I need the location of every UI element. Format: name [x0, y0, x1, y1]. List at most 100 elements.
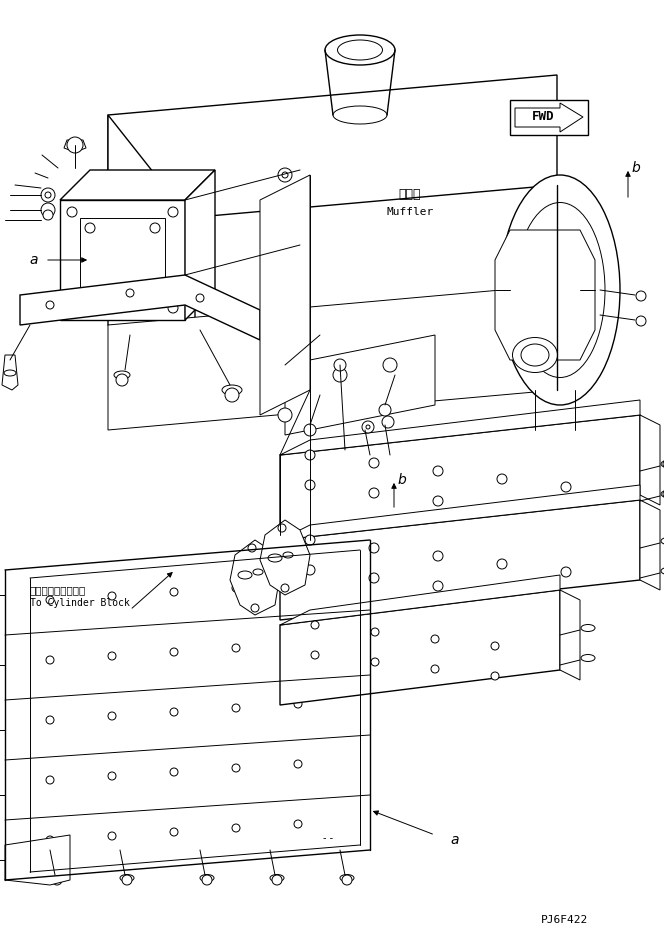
Ellipse shape — [253, 569, 263, 575]
Circle shape — [278, 168, 292, 182]
Circle shape — [46, 776, 54, 784]
Text: - -: - - — [323, 833, 333, 843]
Polygon shape — [280, 575, 560, 625]
Circle shape — [304, 424, 316, 436]
Ellipse shape — [515, 203, 605, 378]
Circle shape — [366, 425, 370, 429]
Polygon shape — [495, 230, 595, 360]
Circle shape — [497, 504, 507, 514]
Circle shape — [108, 772, 116, 780]
Circle shape — [369, 573, 379, 583]
Circle shape — [43, 210, 53, 220]
Circle shape — [67, 303, 77, 313]
Circle shape — [46, 596, 54, 604]
Circle shape — [294, 640, 302, 648]
Polygon shape — [2, 355, 18, 390]
Circle shape — [663, 459, 664, 469]
Circle shape — [294, 580, 302, 588]
Circle shape — [497, 589, 507, 599]
Circle shape — [170, 708, 178, 716]
Ellipse shape — [325, 35, 395, 65]
Circle shape — [294, 820, 302, 828]
Circle shape — [371, 658, 379, 666]
Polygon shape — [80, 218, 165, 302]
Circle shape — [196, 294, 204, 302]
Circle shape — [433, 496, 443, 506]
Polygon shape — [108, 75, 557, 225]
Ellipse shape — [500, 175, 620, 405]
Circle shape — [305, 450, 315, 460]
Circle shape — [636, 316, 646, 326]
Circle shape — [45, 192, 51, 198]
Circle shape — [202, 875, 212, 885]
Circle shape — [305, 480, 315, 490]
Circle shape — [46, 836, 54, 844]
Polygon shape — [280, 485, 640, 540]
Circle shape — [294, 700, 302, 708]
Circle shape — [305, 535, 315, 545]
Polygon shape — [60, 170, 215, 200]
Ellipse shape — [200, 874, 214, 882]
Text: a: a — [450, 833, 459, 847]
Ellipse shape — [337, 40, 382, 60]
Ellipse shape — [120, 874, 134, 882]
Circle shape — [52, 875, 62, 885]
Circle shape — [636, 291, 646, 301]
Polygon shape — [108, 285, 557, 430]
Circle shape — [170, 588, 178, 596]
Polygon shape — [230, 540, 280, 615]
Circle shape — [369, 543, 379, 553]
Circle shape — [334, 359, 346, 371]
Circle shape — [170, 768, 178, 776]
Circle shape — [305, 565, 315, 575]
Polygon shape — [640, 415, 660, 505]
Circle shape — [116, 374, 128, 386]
Polygon shape — [640, 500, 660, 590]
Circle shape — [122, 875, 132, 885]
Ellipse shape — [661, 491, 664, 497]
Circle shape — [248, 544, 256, 552]
Ellipse shape — [513, 337, 558, 372]
Ellipse shape — [340, 874, 354, 882]
Circle shape — [46, 656, 54, 664]
Circle shape — [561, 567, 571, 577]
Circle shape — [150, 287, 160, 297]
Circle shape — [383, 358, 397, 372]
Circle shape — [225, 388, 239, 402]
Ellipse shape — [270, 874, 284, 882]
Circle shape — [369, 458, 379, 468]
Text: b: b — [632, 161, 641, 175]
Circle shape — [278, 408, 292, 422]
Circle shape — [272, 875, 282, 885]
Ellipse shape — [581, 625, 595, 631]
Circle shape — [170, 828, 178, 836]
Polygon shape — [280, 500, 640, 620]
Circle shape — [433, 466, 443, 476]
Polygon shape — [260, 520, 310, 595]
Circle shape — [431, 665, 439, 673]
Ellipse shape — [4, 370, 16, 376]
Circle shape — [46, 301, 54, 309]
Text: b: b — [398, 473, 407, 487]
Circle shape — [497, 559, 507, 569]
Circle shape — [108, 592, 116, 600]
Polygon shape — [280, 400, 640, 455]
Text: マフラ: マフラ — [399, 188, 421, 202]
Polygon shape — [565, 430, 585, 445]
Text: FWD: FWD — [532, 110, 554, 123]
Ellipse shape — [581, 655, 595, 661]
Circle shape — [170, 648, 178, 656]
Circle shape — [663, 489, 664, 499]
Polygon shape — [285, 335, 435, 435]
Polygon shape — [525, 430, 545, 445]
Circle shape — [281, 584, 289, 592]
Circle shape — [333, 368, 347, 382]
Ellipse shape — [661, 461, 664, 467]
Circle shape — [561, 512, 571, 522]
Ellipse shape — [533, 237, 588, 343]
Circle shape — [150, 223, 160, 233]
Circle shape — [497, 474, 507, 484]
Ellipse shape — [114, 371, 130, 379]
Circle shape — [67, 137, 83, 153]
Circle shape — [67, 207, 77, 217]
